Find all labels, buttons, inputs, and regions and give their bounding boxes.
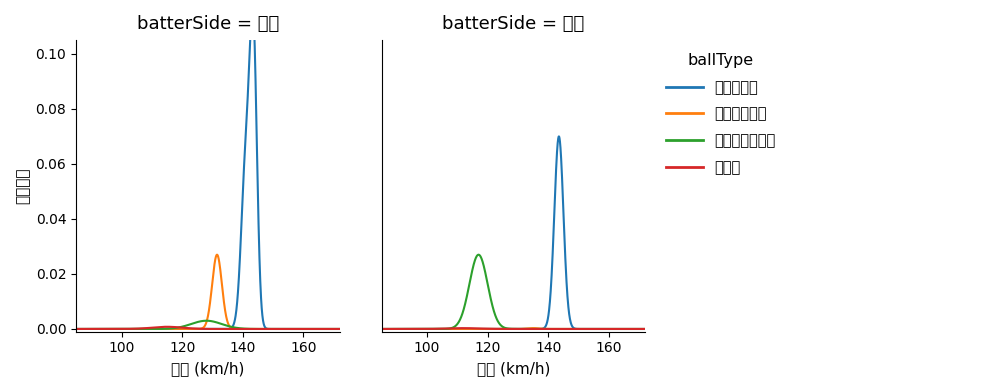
X-axis label: 球速 (km/h): 球速 (km/h) [477,361,550,376]
X-axis label: 球速 (km/h): 球速 (km/h) [171,361,245,376]
Title: batterSide = 右打: batterSide = 右打 [443,15,584,33]
Y-axis label: 確率密度: 確率密度 [15,168,30,204]
Title: batterSide = 左打: batterSide = 左打 [137,15,279,33]
Legend: ストレート, カットボール, チェンジアップ, カーブ: ストレート, カットボール, チェンジアップ, カーブ [660,47,781,181]
